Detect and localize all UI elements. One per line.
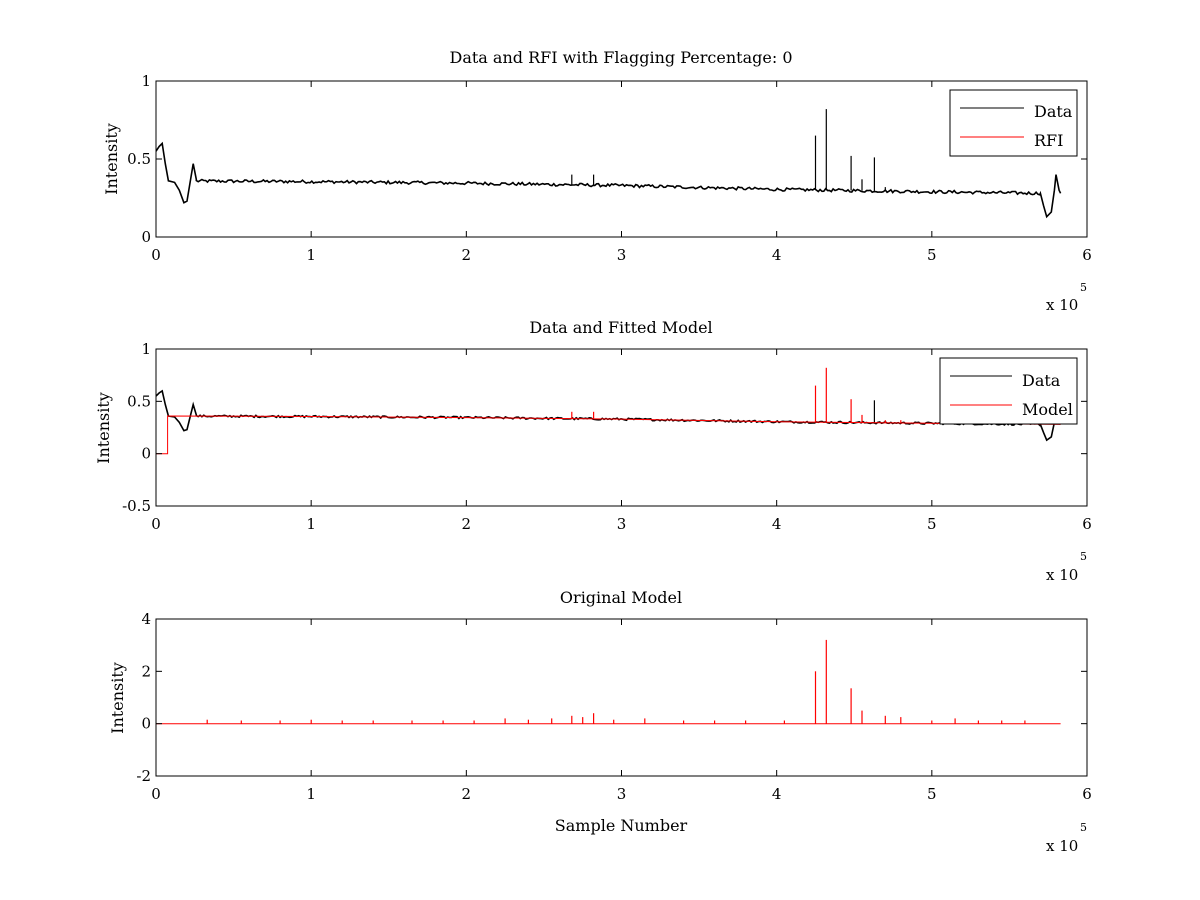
x-tick-label: 6 (1082, 515, 1092, 533)
y-tick-label: 0 (141, 228, 151, 246)
legend: Data RFI (949, 89, 1078, 157)
y-tick-label: -2 (136, 767, 151, 785)
x-tick-label: 2 (462, 785, 472, 803)
y-tick-label: 0.5 (127, 150, 151, 168)
x-tick-label: 1 (306, 515, 316, 533)
x-multiplier: x 10 (1046, 296, 1078, 314)
x-multiplier: x 10 (1046, 566, 1078, 584)
x-tick-label: 2 (462, 515, 472, 533)
legend-label-data: Data (1022, 371, 1061, 390)
x-tick-label: 5 (927, 246, 937, 264)
legend-box (939, 357, 1078, 425)
x-multiplier: x 10 (1046, 837, 1078, 855)
subplot-title: Original Model (560, 588, 682, 607)
x-multiplier-exponent: 5 (1080, 281, 1087, 294)
y-tick-label: 0.5 (127, 392, 151, 410)
x-tick-label: 0 (151, 246, 161, 264)
x-tick-label: 5 (927, 785, 937, 803)
x-tick-label: 2 (462, 246, 472, 264)
x-tick-label: 4 (772, 515, 782, 533)
plot-area (156, 367, 1062, 455)
x-tick-label: 6 (1082, 785, 1092, 803)
legend-box (949, 89, 1078, 157)
subplot-original-model: Original Model Intensity Sample Number 0… (108, 588, 1092, 855)
y-axis-label: Intensity (94, 392, 113, 464)
legend-label-model: Model (1022, 400, 1073, 419)
subplot-title: Data and Fitted Model (529, 318, 712, 337)
x-multiplier-exponent: 5 (1080, 821, 1087, 834)
y-tick-label: 1 (141, 72, 151, 90)
subplot-data-and-rfi: Data and RFI with Flagging Percentage: 0… (102, 48, 1092, 314)
axis-ticks: 0 1 2 3 4 5 6-0.500.51 (122, 340, 1092, 533)
x-tick-label: 4 (772, 246, 782, 264)
y-tick-label: 0 (141, 715, 151, 733)
x-tick-label: 1 (306, 246, 316, 264)
x-tick-label: 3 (617, 246, 627, 264)
y-tick-label: 4 (141, 610, 151, 628)
y-tick-label: -0.5 (122, 497, 151, 515)
x-tick-label: 5 (927, 515, 937, 533)
series-line-model (156, 415, 1061, 455)
x-tick-label: 6 (1082, 246, 1092, 264)
y-axis-label: Intensity (108, 662, 127, 734)
x-tick-label: 0 (151, 785, 161, 803)
axis-ticks: 0 1 2 3 4 5 6 0 0.5 1 (127, 72, 1092, 264)
y-axis-label: Intensity (102, 123, 121, 195)
plot-area (156, 109, 1062, 219)
x-axis-label: Sample Number (555, 816, 688, 835)
subplot-title: Data and RFI with Flagging Percentage: 0 (449, 48, 792, 67)
y-tick-label: 2 (141, 662, 151, 680)
y-tick-label: 1 (141, 340, 151, 358)
plot-area (156, 639, 1061, 725)
x-tick-label: 3 (617, 785, 627, 803)
legend-label-data: Data (1034, 102, 1073, 121)
x-multiplier-exponent: 5 (1080, 550, 1087, 563)
x-tick-label: 1 (306, 785, 316, 803)
x-tick-label: 3 (617, 515, 627, 533)
subplot-data-and-fitted-model: Data and Fitted Model Intensity 0 1 2 3 4 5 6 -… (94, 318, 1092, 584)
series-line-data (156, 141, 1062, 219)
x-tick-label: 4 (772, 785, 782, 803)
legend-label-rfi: RFI (1034, 131, 1063, 150)
y-tick-label: 0 (141, 445, 151, 463)
x-tick-label: 0 (151, 515, 161, 533)
legend: Data Model (939, 357, 1078, 425)
